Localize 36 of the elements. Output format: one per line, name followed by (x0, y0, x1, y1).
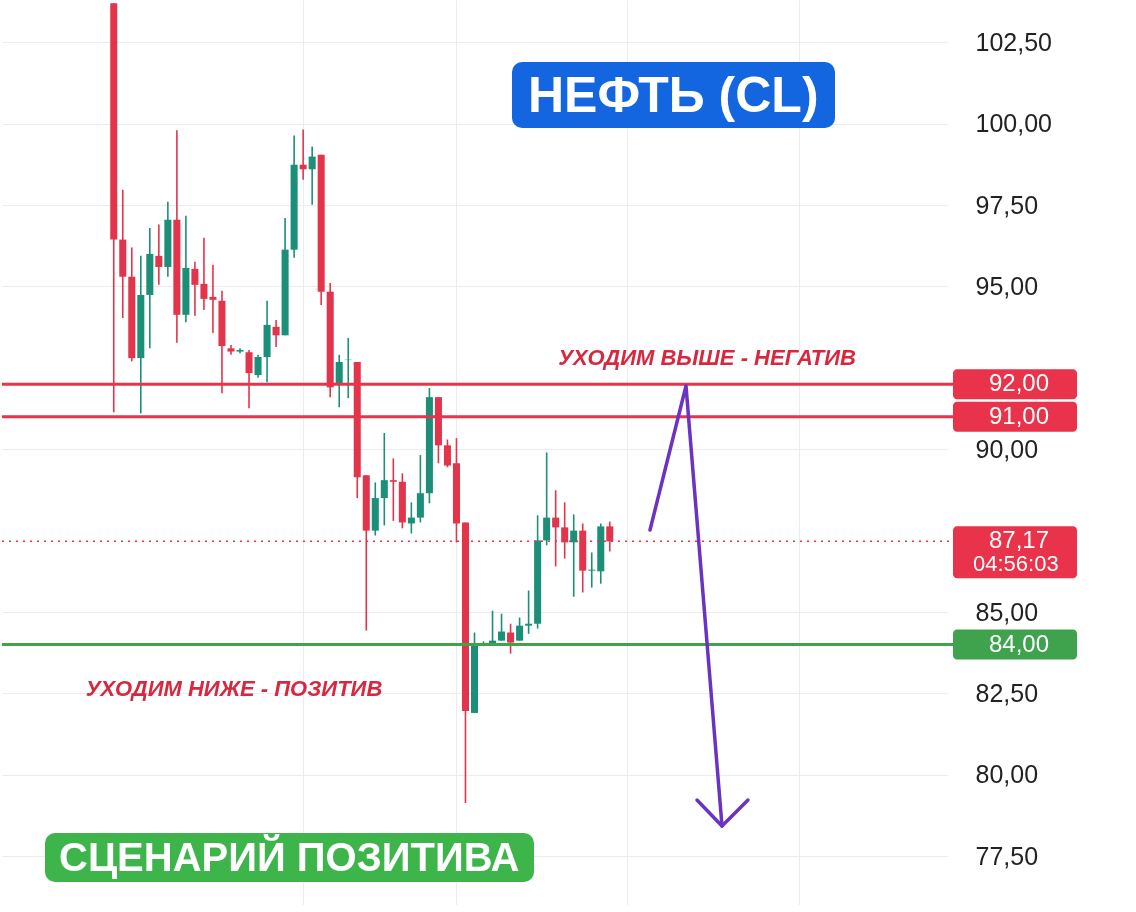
annotation: УХОДИМ НИЖЕ - ПОЗИТИВ (85, 675, 383, 701)
candlestick (200, 236, 208, 311)
annotation: СЦЕНАРИЙ ПОЗИТИВА (45, 833, 534, 882)
y-tick-label: 95,00 (975, 271, 1039, 300)
candlestick (209, 263, 217, 334)
text: 04:56:03 (973, 551, 1059, 577)
y-tick-label: 77,50 (975, 841, 1039, 870)
candlestick (516, 616, 524, 642)
candlestick (308, 145, 316, 206)
y-tick-label: 102,50 (975, 27, 1052, 56)
candlestick (588, 551, 596, 589)
ref-line-label: 92,00 (989, 369, 1050, 397)
candlestick (254, 354, 262, 379)
y-tick-label: 100,00 (975, 109, 1052, 138)
candlestick (380, 432, 388, 527)
y-tick-label: 80,00 (975, 760, 1039, 789)
candlestick (570, 513, 578, 598)
y-tick-label: 90,00 (975, 434, 1039, 463)
ref-line-label: 87,17 (989, 526, 1050, 554)
candlestick (525, 589, 533, 635)
annotation: УХОДИМ ВЫШЕ - НЕГАТИВ (558, 345, 856, 371)
y-tick-label: 97,50 (975, 190, 1039, 219)
candlestick (389, 457, 397, 522)
candlestick (543, 451, 551, 547)
candlestick (191, 260, 199, 317)
candlestick (507, 622, 515, 655)
y-tick-label: 85,00 (975, 597, 1039, 626)
candlestick (155, 223, 163, 286)
candlestick (272, 319, 280, 348)
text: НЕФТЬ (CL) (512, 62, 835, 128)
candlestick (335, 354, 343, 409)
y-tick-label: 82,50 (975, 678, 1039, 707)
ref-line-label: 84,00 (989, 629, 1050, 657)
candlestick (498, 612, 506, 642)
candlestick (443, 438, 451, 468)
ref-line-label: 91,00 (989, 401, 1050, 429)
